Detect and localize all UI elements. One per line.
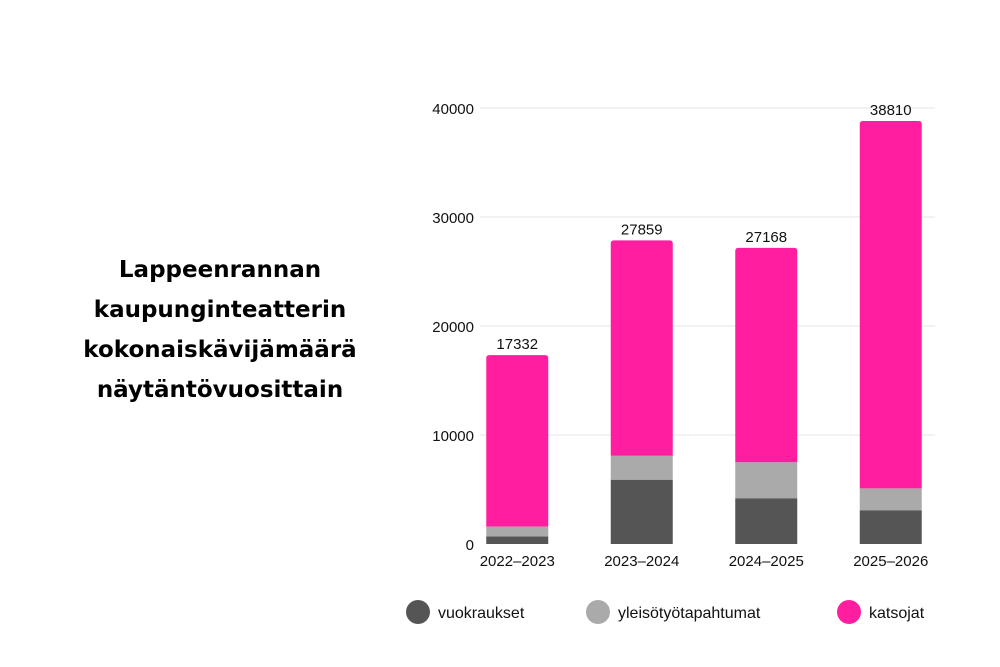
y-tick-label: 40000 bbox=[432, 101, 474, 118]
bar-segment-katsojat bbox=[735, 247, 798, 463]
bar-segment-yleisötyötapahtumat bbox=[486, 526, 549, 537]
x-tick-label: 2024–2025 bbox=[729, 553, 804, 570]
bars bbox=[486, 120, 922, 544]
x-tick-label: 2023–2024 bbox=[604, 553, 679, 570]
total-label: 17332 bbox=[496, 336, 538, 353]
legend: vuokraukset yleisötyötapahtumat katsojat bbox=[406, 600, 925, 624]
total-label: 27859 bbox=[621, 221, 663, 238]
legend-swatch-yleisötyötapahtumat bbox=[586, 600, 610, 624]
y-tick-label: 30000 bbox=[432, 210, 474, 227]
gridlines bbox=[480, 107, 935, 436]
bar-segment-vuokraukset bbox=[610, 479, 673, 544]
title-line-3: kokonaiskävijämäärä bbox=[83, 337, 357, 363]
bar-segment-yleisötyötapahtumat bbox=[610, 455, 673, 480]
legend-label-yleisötyötapahtumat: yleisötyötapahtumat bbox=[618, 605, 761, 622]
legend-label-vuokraukset: vuokraukset bbox=[438, 605, 525, 622]
data-labels: 17332 27859 27168 38810 bbox=[496, 102, 911, 353]
bar-segment-yleisötyötapahtumat bbox=[735, 462, 798, 499]
y-tick-label: 10000 bbox=[432, 428, 474, 445]
bar-segment-yleisötyötapahtumat bbox=[859, 488, 922, 511]
bar-segment-katsojat bbox=[486, 355, 549, 527]
title-line-2: kaupunginteatterin bbox=[93, 297, 347, 323]
title-line-1: Lappeenrannan bbox=[118, 257, 322, 283]
legend-swatch-katsojat bbox=[837, 600, 861, 624]
x-tick-label: 2022–2023 bbox=[480, 553, 555, 570]
x-tick-label: 2025–2026 bbox=[853, 553, 928, 570]
y-tick-label: 20000 bbox=[432, 319, 474, 336]
bar-segment-katsojat bbox=[859, 120, 922, 489]
bar-segment-vuokraukset bbox=[859, 510, 922, 544]
x-axis: 2022–2023 2023–2024 2024–2025 2025–2026 bbox=[480, 553, 929, 570]
bar-segment-vuokraukset bbox=[735, 498, 798, 544]
y-axis: 0 10000 20000 30000 40000 bbox=[432, 101, 474, 554]
title-line-4: näytäntövuosittain bbox=[96, 377, 344, 403]
total-label: 38810 bbox=[870, 102, 912, 119]
y-tick-label: 0 bbox=[466, 537, 474, 554]
bar-segment-katsojat bbox=[610, 240, 673, 456]
legend-swatch-vuokraukset bbox=[406, 600, 430, 624]
chart-title: Lappeenrannan kaupunginteatterin kokonai… bbox=[40, 250, 400, 410]
bar-segment-vuokraukset bbox=[486, 536, 549, 544]
legend-label-katsojat: katsojat bbox=[869, 605, 925, 622]
total-label: 27168 bbox=[745, 229, 787, 246]
